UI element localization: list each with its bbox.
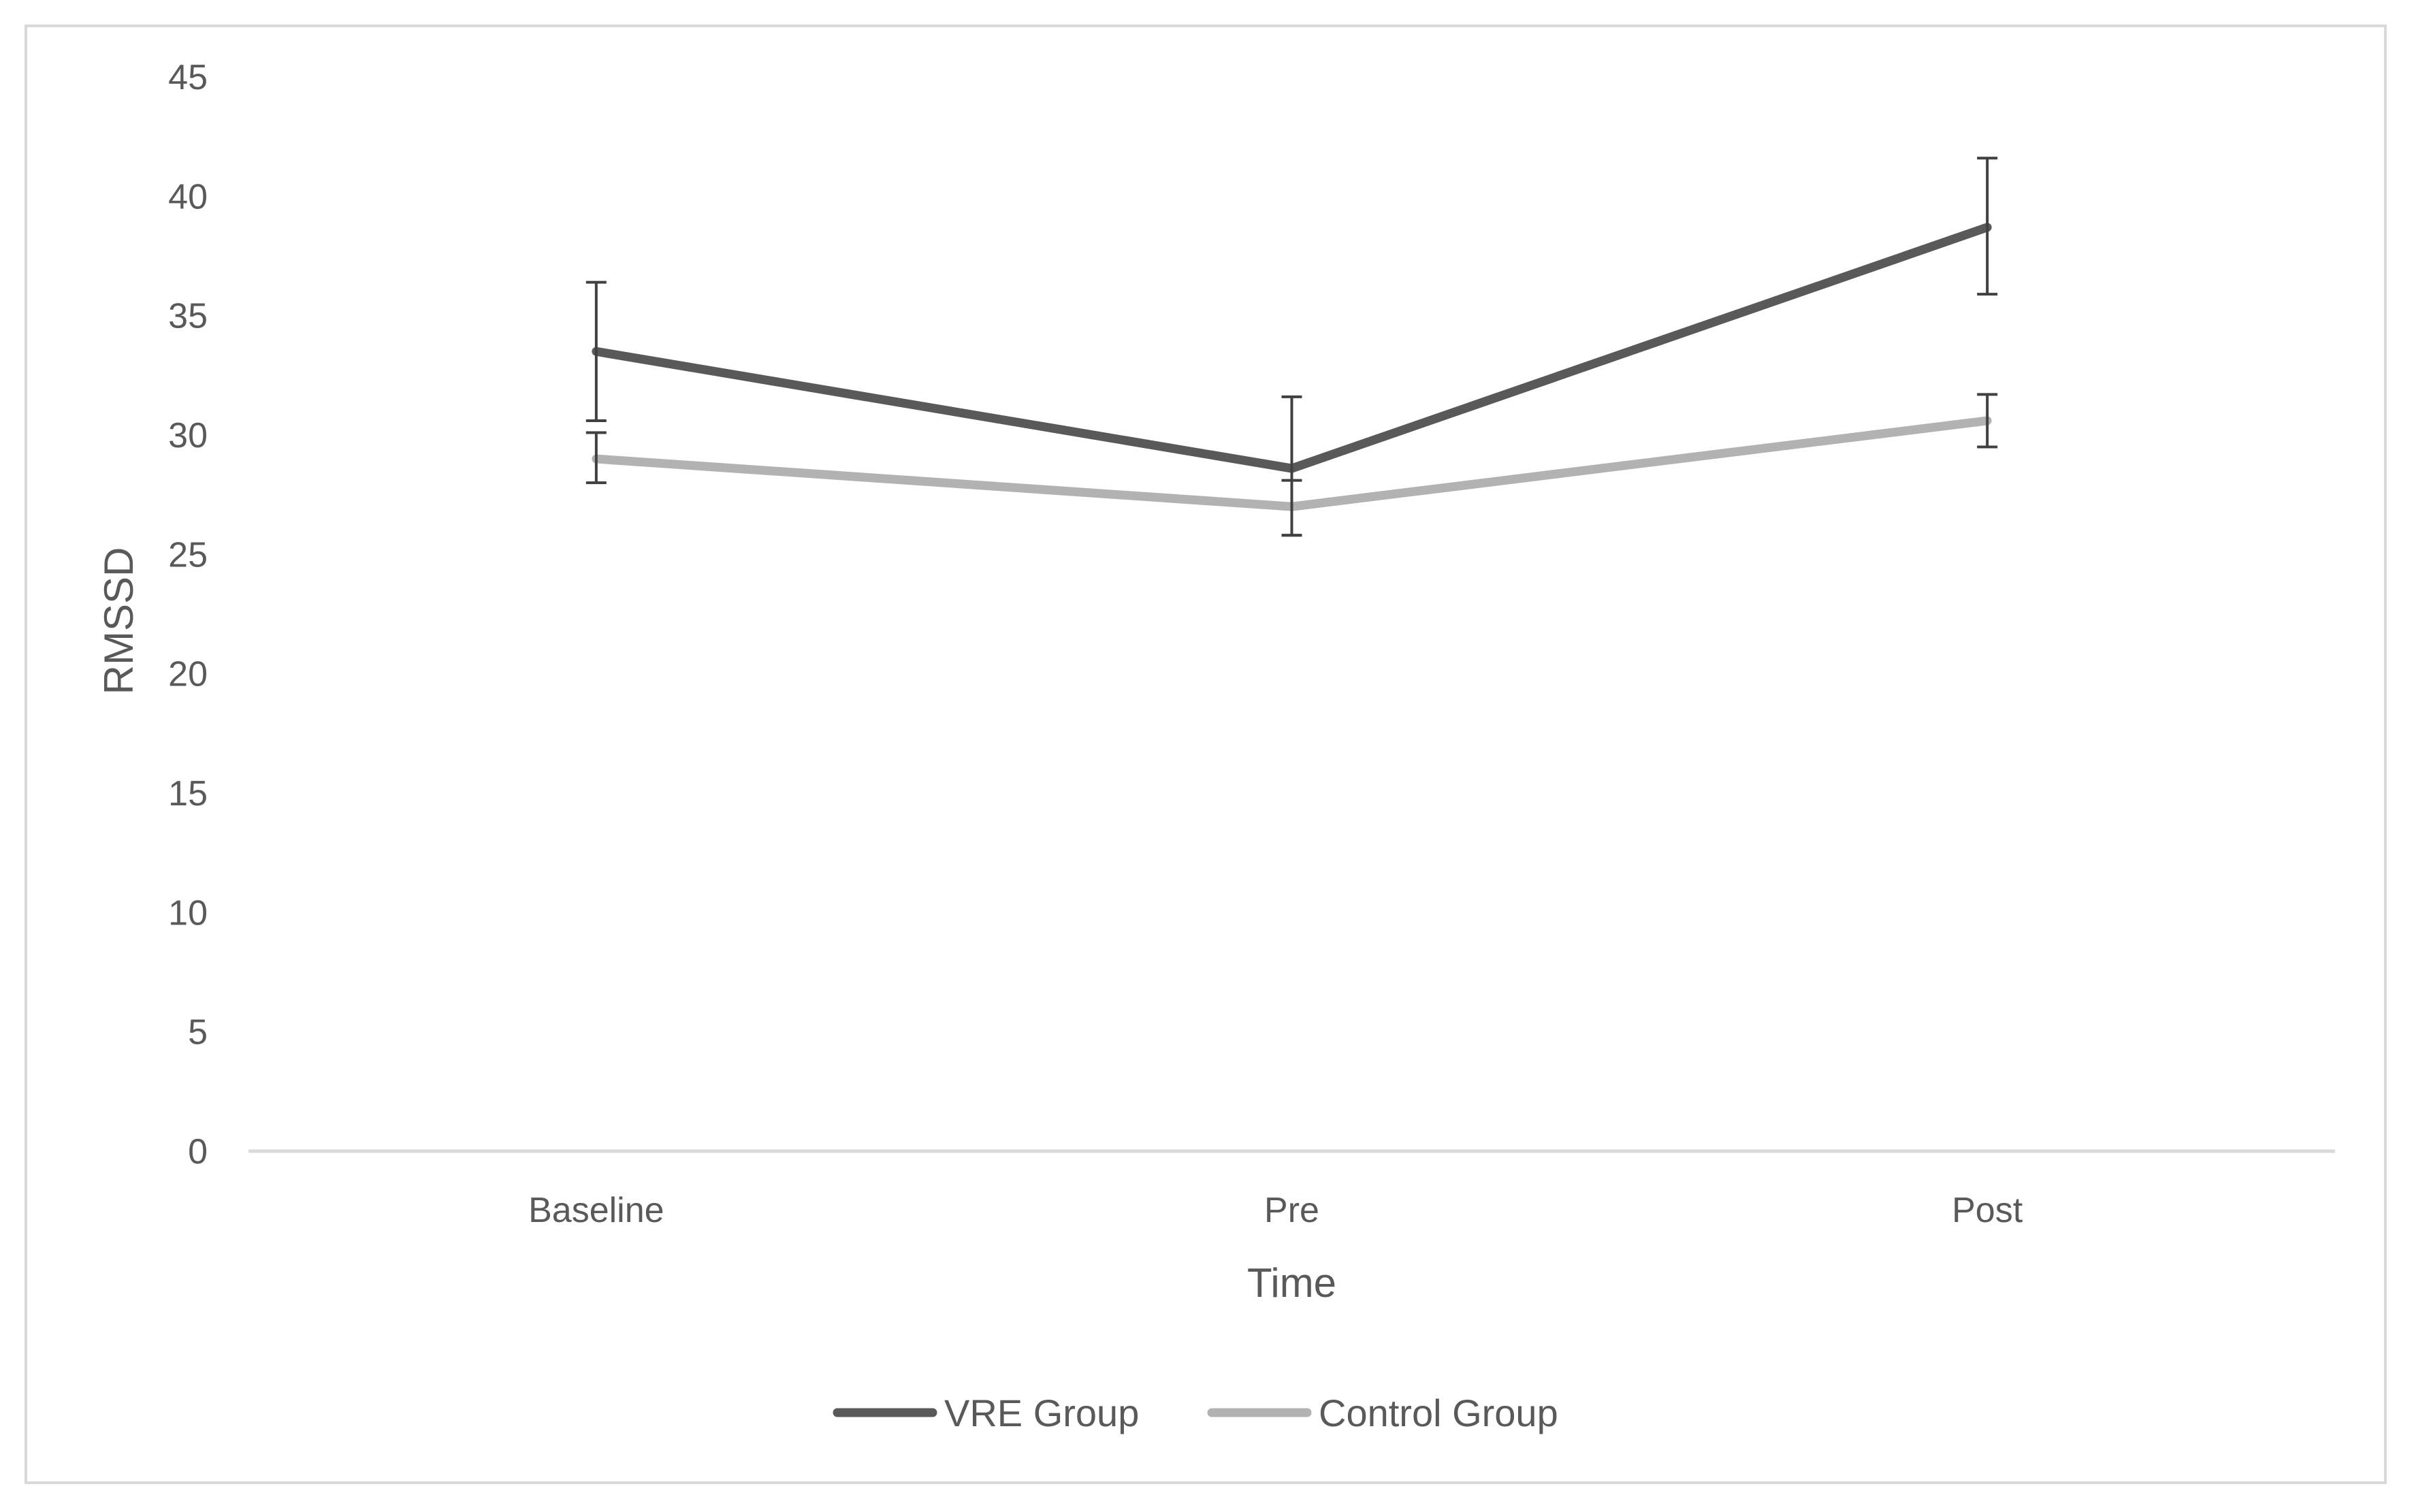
series-group — [585, 393, 1998, 537]
error-bar — [585, 431, 607, 485]
y-axis-ticks: 0 5 10 15 20 25 30 35 40 45 — [168, 58, 208, 1172]
series-layer — [585, 157, 1998, 537]
y-tick-label: 10 — [168, 893, 208, 933]
legend-label: Control Group — [1319, 1392, 1558, 1434]
y-axis-title: RMSSD — [96, 547, 142, 695]
x-tick-label: Post — [1952, 1191, 2023, 1230]
x-axis-ticks: Baseline Pre Post — [528, 1191, 2023, 1230]
y-tick-label: 30 — [168, 416, 208, 455]
y-tick-label: 20 — [168, 655, 208, 694]
x-tick-label: Pre — [1264, 1191, 1319, 1230]
y-tick-label: 45 — [168, 58, 208, 97]
legend-item: VRE Group — [833, 1392, 1139, 1434]
y-tick-label: 25 — [168, 535, 208, 575]
error-bar — [1977, 393, 1998, 449]
series-group — [585, 157, 1998, 537]
error-bar — [1977, 157, 1998, 296]
y-tick-label: 35 — [168, 297, 208, 336]
y-tick-label: 0 — [188, 1132, 208, 1172]
y-tick-label: 5 — [188, 1013, 208, 1052]
error-bar — [585, 280, 607, 422]
legend-label: VRE Group — [944, 1392, 1139, 1434]
y-tick-label: 15 — [168, 774, 208, 814]
x-tick-label: Baseline — [528, 1191, 664, 1230]
error-bar — [1281, 479, 1302, 537]
y-tick-label: 40 — [168, 177, 208, 216]
legend: VRE Group Control Group — [833, 1392, 1558, 1434]
chart-frame — [25, 25, 2387, 1484]
legend-item: Control Group — [1207, 1392, 1558, 1434]
x-axis-title: Time — [1247, 1260, 1336, 1306]
